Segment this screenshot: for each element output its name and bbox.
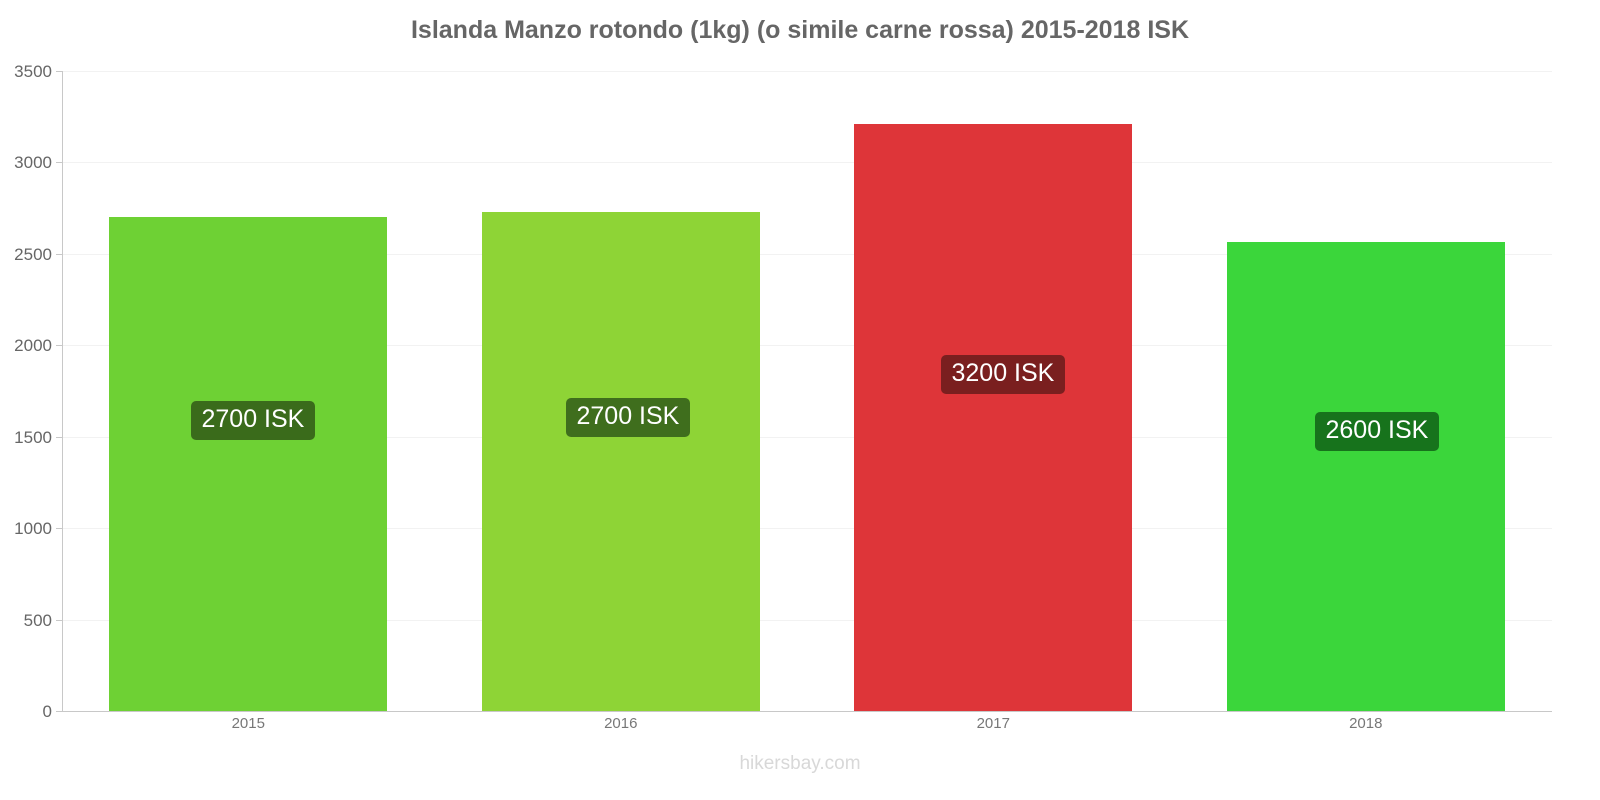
bar[interactable] <box>481 211 760 711</box>
y-axis-line <box>62 71 63 711</box>
x-tick-label: 2016 <box>604 715 638 732</box>
bar[interactable] <box>109 217 388 711</box>
y-tick-mark <box>56 345 62 347</box>
y-tick-label: 1000 <box>14 519 52 539</box>
y-tick-mark <box>56 436 62 438</box>
y-tick-label: 500 <box>23 610 52 630</box>
bar-value-label: 2700 ISK <box>190 401 316 440</box>
gridline <box>62 71 1552 72</box>
y-tick-label: 0 <box>42 702 52 721</box>
x-tick-label: 2017 <box>976 715 1010 732</box>
x-axis-line <box>62 711 1552 712</box>
bar[interactable] <box>1226 241 1505 711</box>
gridline <box>62 436 1552 438</box>
gridline <box>62 253 1552 255</box>
y-tick-label: 3000 <box>14 153 52 173</box>
footer-credit: hikersbay.com <box>739 753 861 774</box>
chart-title: Islanda Manzo rotondo (1kg) (o simile ca… <box>410 16 1189 44</box>
y-tick-label: 2000 <box>14 336 52 356</box>
bar[interactable] <box>854 124 1133 711</box>
y-tick-label: 3500 <box>14 62 52 81</box>
y-tick-mark <box>56 528 62 530</box>
y-tick-label: 2500 <box>14 244 52 264</box>
bar-value-label: 3200 ISK <box>940 355 1066 394</box>
bar-value-label: 2600 ISK <box>1314 412 1440 451</box>
gridline <box>62 528 1552 530</box>
y-tick-mark <box>56 162 62 164</box>
y-tick-mark <box>56 253 62 255</box>
y-tick-mark <box>56 71 62 72</box>
gridline <box>62 345 1552 347</box>
y-tick-label: 1500 <box>14 427 52 447</box>
y-tick-mark <box>56 619 62 621</box>
bar-value-label: 2700 ISK <box>565 398 691 437</box>
x-tick-label: 2018 <box>1349 715 1383 732</box>
y-tick-mark <box>56 711 62 712</box>
gridline <box>62 619 1552 621</box>
x-tick-label: 2015 <box>231 715 265 732</box>
gridline <box>62 162 1552 164</box>
plot-area: 2700 ISK 2700 ISK 3200 ISK 2600 ISK <box>62 71 1552 711</box>
